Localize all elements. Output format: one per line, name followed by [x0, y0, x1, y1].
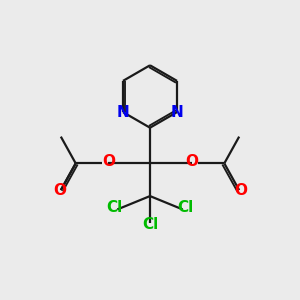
Text: N: N [117, 105, 129, 120]
Text: N: N [171, 105, 183, 120]
Text: Cl: Cl [106, 200, 122, 215]
Text: O: O [185, 154, 198, 169]
Text: Cl: Cl [142, 217, 158, 232]
Text: O: O [102, 154, 115, 169]
Text: O: O [53, 183, 66, 198]
Text: Cl: Cl [178, 200, 194, 215]
Text: O: O [234, 183, 247, 198]
